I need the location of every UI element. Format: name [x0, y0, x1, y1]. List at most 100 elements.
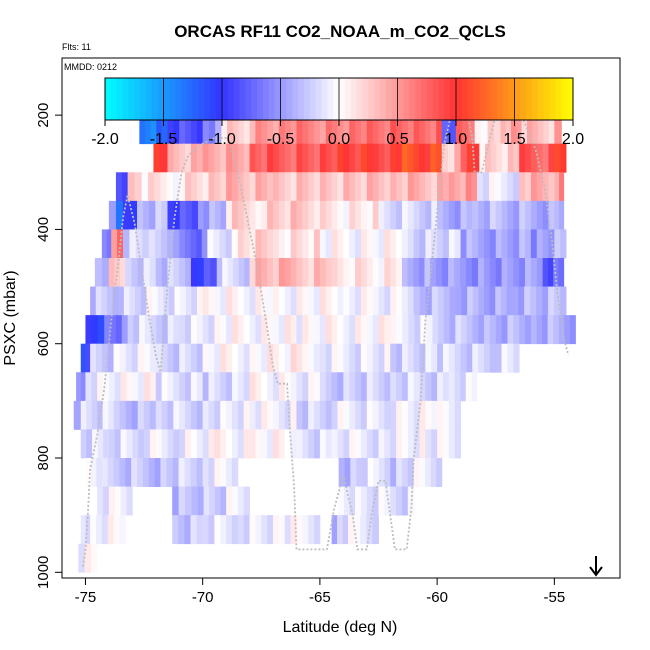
heatmap-cell	[214, 429, 221, 459]
heatmap-cell	[284, 143, 291, 173]
heatmap-cell	[521, 115, 528, 145]
heatmap-cell	[135, 229, 143, 259]
heatmap-cell	[290, 315, 297, 345]
heatmap-cell	[436, 458, 443, 487]
heatmap-cell	[431, 200, 438, 230]
heatmap-cell	[156, 115, 163, 145]
heatmap-cell	[103, 429, 110, 459]
heatmap-cell	[143, 343, 151, 373]
heatmap-cell	[530, 315, 537, 345]
heatmap-cell	[407, 486, 415, 516]
heatmap-cell	[501, 229, 508, 259]
heatmap-cell	[437, 200, 444, 230]
heatmap-cell	[419, 229, 426, 259]
heatmap-cell	[278, 143, 286, 173]
colorbar-swatch	[274, 78, 281, 120]
heatmap-cell	[115, 172, 123, 202]
heatmap-cell	[302, 172, 309, 202]
heatmap-cell	[148, 458, 156, 487]
heatmap-cell	[319, 229, 327, 259]
heatmap-cell	[231, 429, 239, 459]
heatmap-cell	[401, 258, 408, 287]
heatmap-cell	[372, 315, 379, 345]
heatmap-cell	[390, 200, 397, 230]
colorbar-swatch	[397, 78, 404, 120]
heatmap-cell	[231, 143, 239, 173]
heatmap-cell	[396, 343, 403, 373]
colorbar-swatch	[122, 78, 129, 120]
heatmap-cell	[473, 143, 480, 173]
heatmap-cell	[343, 229, 350, 259]
heatmap-cell	[191, 200, 199, 230]
heatmap-cell	[319, 315, 327, 345]
heatmap-cell	[296, 258, 303, 287]
heatmap-cell	[249, 372, 256, 402]
heatmap-cell	[255, 515, 262, 545]
heatmap-cell	[331, 429, 338, 459]
y-tick-label: 400	[35, 217, 52, 242]
heatmap-cell	[237, 200, 245, 230]
heatmap-cell	[384, 486, 391, 516]
heatmap-cell	[489, 315, 497, 345]
heatmap-cell	[185, 315, 192, 345]
heatmap-cell	[360, 400, 368, 430]
heatmap-cell	[196, 515, 204, 545]
heatmap-cell	[73, 400, 82, 430]
heatmap-cell	[331, 400, 338, 430]
heatmap-cell	[174, 286, 181, 316]
heatmap-cell	[349, 229, 356, 259]
heatmap-cell	[314, 172, 321, 202]
heatmap-cell	[460, 143, 468, 173]
heatmap-cell	[290, 143, 297, 173]
heatmap-cell	[325, 172, 333, 202]
heatmap-cell	[129, 229, 137, 259]
heatmap-cell	[331, 515, 338, 545]
heatmap-cell	[408, 315, 415, 345]
heatmap-cell	[80, 400, 87, 430]
colorbar-swatch	[262, 78, 270, 120]
heatmap-cell	[448, 343, 456, 373]
heatmap-cell	[343, 372, 350, 402]
heatmap-cell	[173, 400, 180, 430]
heatmap-cell	[465, 372, 472, 402]
heatmap-cell	[354, 515, 361, 545]
colorbar-swatch	[444, 78, 451, 120]
heatmap-cell	[525, 315, 532, 345]
heatmap-cell	[196, 343, 204, 373]
heatmap-cell	[167, 258, 174, 287]
heatmap-cell	[161, 258, 168, 287]
colorbar-swatch	[151, 78, 159, 120]
heatmap-cell	[237, 486, 245, 516]
heatmap-cell	[319, 172, 327, 202]
heatmap-cell	[220, 286, 227, 316]
heatmap-cell	[548, 115, 555, 145]
heatmap-cell	[308, 343, 315, 373]
heatmap-cell	[472, 200, 479, 230]
colorbar-swatch	[496, 78, 504, 120]
heatmap-cell	[125, 458, 132, 487]
heatmap-cell	[261, 143, 268, 173]
heatmap-cell	[144, 315, 151, 345]
heatmap-cell	[190, 115, 198, 145]
heatmap-cell	[436, 143, 443, 173]
colorbar-tick-label: 0.0	[328, 131, 350, 148]
heatmap-cell	[137, 400, 145, 430]
heatmap-cell	[202, 400, 209, 430]
heatmap-cell	[448, 143, 455, 173]
heatmap-cell	[384, 229, 391, 259]
heatmap-cell	[525, 143, 532, 173]
heatmap-cell	[278, 515, 286, 545]
heatmap-cell	[167, 143, 174, 173]
heatmap-cell	[278, 286, 286, 316]
heatmap-cell	[168, 286, 175, 316]
colorbar-swatch	[549, 78, 556, 120]
heatmap-cell	[325, 400, 333, 430]
heatmap-cell	[150, 115, 157, 145]
heatmap-cell	[441, 143, 449, 173]
heatmap-cell	[261, 372, 268, 402]
heatmap-cell	[554, 172, 560, 202]
heatmap-cell	[507, 258, 514, 287]
heatmap-cell	[203, 200, 210, 230]
colorbar-swatch	[280, 78, 287, 120]
y-tick-label: 200	[35, 103, 52, 128]
